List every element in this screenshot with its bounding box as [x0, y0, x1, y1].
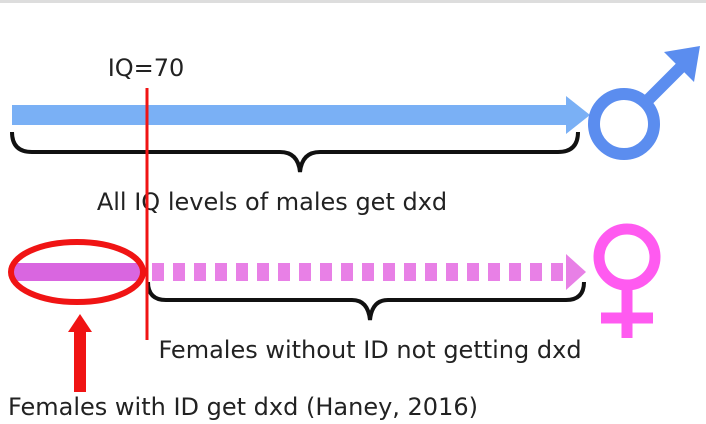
females-without-id-label: Females without ID not getting dxd — [158, 336, 581, 364]
male-symbol-arrow — [664, 46, 700, 82]
male-label: All IQ levels of males get dxd — [97, 188, 447, 216]
females-with-id-label: Females with ID get dxd (Haney, 2016) — [8, 393, 478, 421]
female-brace — [146, 281, 586, 321]
male-symbol — [588, 57, 691, 160]
female-id-bar — [12, 263, 142, 281]
male-arrowhead — [566, 96, 590, 134]
iq-threshold-label: IQ=70 — [108, 54, 185, 82]
female-arrowhead — [566, 254, 586, 290]
pointer-arrowhead — [68, 314, 92, 332]
female-symbol — [593, 223, 661, 338]
pointer-arrow-shaft — [74, 330, 86, 392]
highlight-ellipse — [8, 239, 146, 305]
male-brace — [10, 131, 580, 173]
male-range-bar — [12, 105, 572, 125]
